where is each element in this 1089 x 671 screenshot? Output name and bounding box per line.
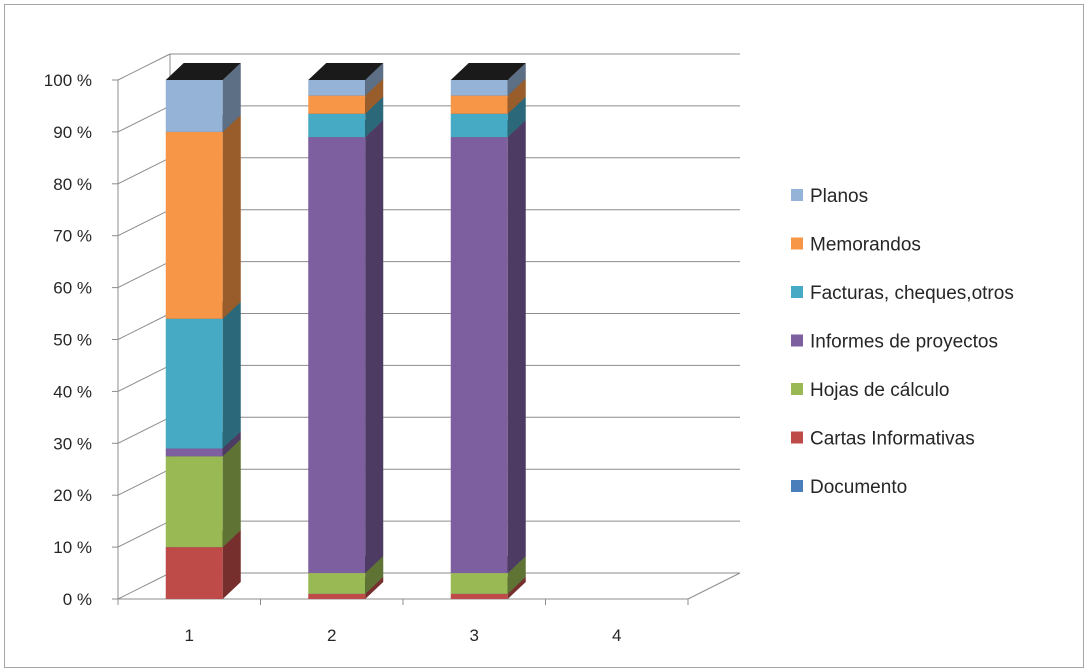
legend-label: Cartas Informativas — [810, 429, 975, 450]
legend-swatch — [791, 383, 803, 395]
bar-front — [450, 593, 508, 599]
bar-top — [308, 63, 384, 80]
legend-label: Facturas, cheques,otros — [810, 283, 1014, 304]
legend-swatch — [791, 237, 803, 250]
bar-side — [365, 576, 384, 599]
gridline-side — [117, 313, 171, 340]
y-tick-label: 40 % — [53, 382, 92, 401]
legend-item: Informes de proyectos — [791, 332, 998, 353]
legend-label: Planos — [810, 186, 868, 207]
legend-swatch — [791, 431, 803, 444]
bar-side — [222, 530, 241, 599]
legend-label: Documento — [810, 477, 907, 498]
gridline-side — [117, 209, 171, 237]
bar-front — [308, 573, 366, 594]
y-tick-label: 90 % — [53, 123, 92, 142]
gridline-side — [117, 468, 171, 496]
legend-item: Facturas, cheques,otros — [791, 283, 1014, 304]
gridline-side — [117, 520, 171, 548]
bar-segment — [165, 114, 241, 319]
bar-front — [165, 448, 223, 457]
y-tick-label: 70 % — [53, 227, 92, 246]
y-tick-label: 30 % — [53, 434, 92, 453]
legend-swatch — [791, 334, 803, 347]
bar-side — [365, 63, 384, 96]
bar-series — [165, 63, 526, 599]
bar-side — [507, 556, 526, 594]
bar-side — [365, 78, 384, 114]
gridline-side — [117, 572, 171, 600]
legend-item: Hojas de cálculo — [791, 380, 949, 401]
gridline-side — [117, 261, 171, 289]
bar-front — [308, 593, 366, 599]
x-tick-label: 2 — [327, 626, 336, 645]
bar-side — [222, 301, 241, 449]
y-axis-tick-labels: 0 % 10 % 20 % 30 % 40 % 50 % 60 % 70 % 80 % 90 % 1… — [44, 71, 92, 609]
bar-side — [222, 431, 241, 457]
bar-side — [507, 96, 526, 138]
legend-item: Planos — [791, 186, 868, 207]
x-tick-label: 4 — [612, 626, 621, 645]
bar-side — [507, 576, 526, 599]
legend-swatch — [791, 286, 803, 298]
bar-side — [507, 63, 526, 96]
legend-swatch — [791, 480, 803, 492]
gridline-side — [117, 157, 171, 185]
bar-side — [365, 120, 384, 574]
bar-front — [308, 113, 366, 138]
bar-segment — [308, 120, 384, 574]
y-tick-label: 50 % — [53, 331, 92, 350]
bar-front — [450, 95, 508, 114]
bar-front — [450, 137, 508, 574]
bar-side — [222, 439, 241, 548]
bar-segment — [165, 301, 241, 449]
bar-front — [308, 80, 366, 96]
y-tick-label: 100 % — [44, 71, 92, 90]
bar-side — [365, 96, 384, 138]
bar-side — [507, 78, 526, 114]
bar-segment — [450, 63, 526, 96]
bar-side — [222, 63, 241, 132]
bar-front — [308, 137, 366, 574]
x-axis-tick-labels: 1 2 3 4 — [185, 626, 622, 645]
bar-front — [450, 113, 508, 138]
y-tick-label: 0 % — [63, 590, 92, 609]
gridline-side — [117, 105, 171, 133]
bar-side — [222, 114, 241, 319]
legend-label: Memorandos — [810, 235, 921, 256]
y-tick-label: 20 % — [53, 486, 92, 505]
gridline-side — [117, 53, 171, 81]
floor-edge — [687, 572, 741, 600]
bar-segment — [165, 63, 241, 132]
bar-front — [165, 80, 223, 132]
x-tick-label: 3 — [470, 626, 479, 645]
legend-item: Documento — [791, 477, 907, 498]
gridline-side — [117, 364, 171, 392]
bar-side — [507, 120, 526, 574]
x-tick-label: 1 — [185, 626, 194, 645]
bar-side — [365, 556, 384, 594]
y-tick-label: 10 % — [53, 538, 92, 557]
legend: Planos Memorandos Facturas, cheques,otros I… — [791, 186, 1014, 498]
y-tick-label: 80 % — [53, 175, 92, 194]
legend-item: Cartas Informativas — [791, 429, 975, 450]
bar-front — [450, 80, 508, 96]
bar-segment — [308, 63, 384, 96]
y-tick-label: 60 % — [53, 279, 92, 298]
bar-front — [450, 573, 508, 594]
legend-label: Informes de proyectos — [810, 332, 998, 353]
gridline-side — [117, 416, 171, 444]
legend-item: Memorandos — [791, 235, 921, 256]
bar-top — [450, 63, 526, 80]
bar-front — [308, 95, 366, 114]
bar-front — [165, 456, 223, 548]
bar-segment — [450, 120, 526, 574]
legend-label: Hojas de cálculo — [810, 380, 949, 401]
bar-front — [165, 131, 223, 319]
bar-top — [165, 63, 241, 80]
bar-front — [165, 547, 223, 599]
bar-front — [165, 318, 223, 449]
legend-swatch — [791, 189, 803, 201]
